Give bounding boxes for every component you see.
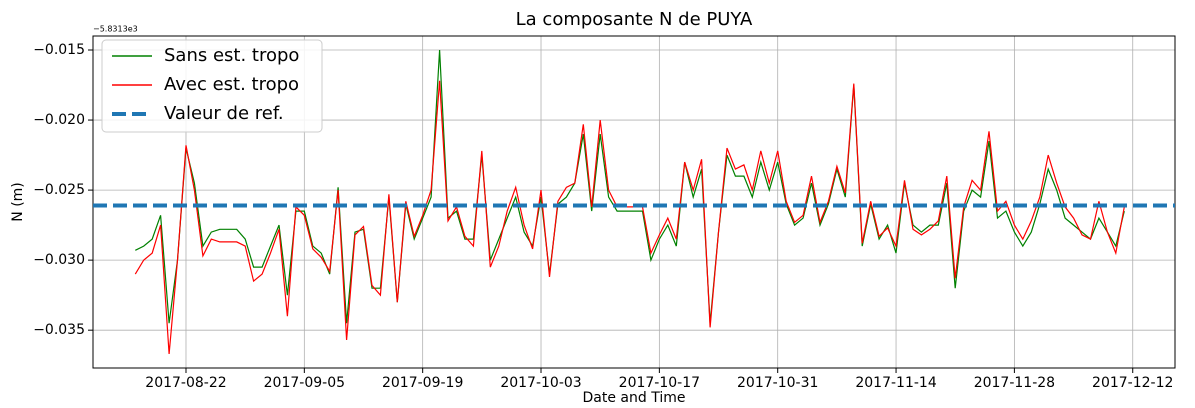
y-axis-label: N (m) xyxy=(10,182,26,221)
x-tick-label: 2017-09-19 xyxy=(382,375,463,391)
y-tick-label: −0.020 xyxy=(33,112,85,128)
legend-label: Avec est. tropo xyxy=(164,74,299,95)
x-tick-label: 2017-12-12 xyxy=(1092,375,1173,391)
x-tick-label: 2017-09-05 xyxy=(264,375,345,391)
legend-box xyxy=(101,39,323,133)
data-line xyxy=(134,80,1125,355)
plot-frame xyxy=(92,35,1176,369)
x-tick-label: 2017-10-03 xyxy=(500,375,581,391)
y-tick-label: −0.035 xyxy=(33,322,85,338)
y-tick-label: −0.015 xyxy=(33,42,85,58)
chart-title: La composante N de PUYA xyxy=(516,9,753,30)
x-tick-label: 2017-10-17 xyxy=(619,375,700,391)
y-tick-label: −0.030 xyxy=(33,252,85,268)
legend-label: Sans est. tropo xyxy=(164,45,299,66)
x-tick-label: 2017-11-14 xyxy=(855,375,936,391)
legend-label: Valeur de ref. xyxy=(164,103,284,124)
x-tick-label: 2017-10-31 xyxy=(737,375,818,391)
y-tick-label: −0.025 xyxy=(33,182,85,198)
x-axis-label: Date and Time xyxy=(583,390,686,406)
x-tick-label: 2017-08-22 xyxy=(145,375,226,391)
x-tick-label: 2017-11-28 xyxy=(974,375,1055,391)
offset-label: −5.8313e3 xyxy=(93,25,138,34)
